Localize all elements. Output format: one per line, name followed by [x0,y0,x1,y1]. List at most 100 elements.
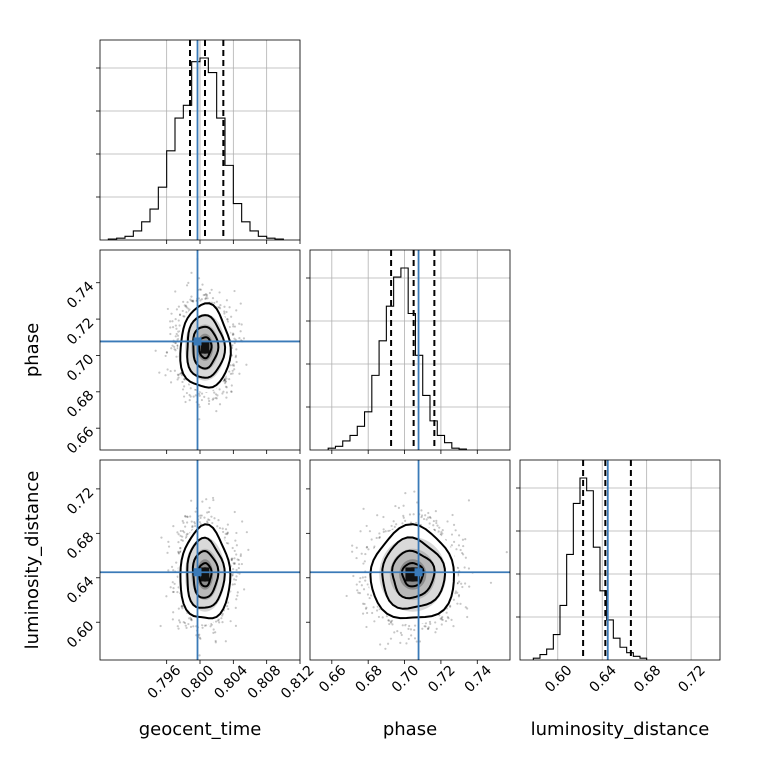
sample-point [205,295,208,298]
sample-point [397,506,401,509]
sample-point [185,533,188,536]
x-tick-label: 0.812 [278,662,318,702]
sample-point [215,300,218,303]
sample-point [226,531,229,534]
sample-point [409,628,413,631]
sample-point [245,363,248,366]
sample-point [452,598,456,601]
sample-point [199,516,202,519]
sample-point [234,338,237,341]
sample-point [410,634,413,637]
sample-point [178,621,182,624]
sample-point [225,391,229,394]
sample-point [232,325,235,328]
sample-point [377,615,381,619]
sample-point [198,394,201,397]
sample-point [358,592,362,595]
sample-point [446,616,449,619]
sample-point [212,631,215,634]
sample-point [184,400,187,404]
sample-point [402,514,405,517]
sample-point [218,526,222,530]
sample-point [175,561,178,564]
sample-point [365,606,368,609]
x-tick-label: 0.60 [542,662,575,695]
sample-point [167,540,170,543]
sample-point [409,521,413,524]
sample-point [444,619,448,623]
sample-point [235,360,238,364]
sample-point [218,403,222,406]
sample-point [203,624,207,627]
sample-point [378,532,381,535]
sample-point [214,393,218,396]
sample-point [456,582,459,585]
sample-point [226,318,229,321]
sample-point [175,332,178,336]
sample-point [432,524,435,527]
sample-point [238,337,241,340]
sample-point [454,529,457,532]
sample-point [164,354,167,358]
sample-point [193,522,197,525]
panel-frame [309,459,511,661]
sample-point [440,530,443,534]
density-core [200,567,210,582]
sample-point [192,625,195,628]
sample-point [423,625,426,628]
sample-point [401,624,404,627]
contour-level-1 [186,314,227,379]
truth-marker [193,337,202,346]
sample-point [441,529,444,532]
x-tick-label: 0.804 [211,662,251,702]
sample-point [171,344,174,347]
sample-point [174,290,177,293]
sample-point [210,515,213,518]
sample-point [402,516,405,519]
x-axis-label-luminosity_distance: luminosity_distance [531,719,710,740]
sample-point [199,299,202,302]
sample-point [402,504,405,507]
sample-point [436,524,439,527]
sample-point [234,606,237,609]
sample-point [233,562,236,565]
sample-point [235,309,238,312]
y-tick-labels-phase: 0.660.68 0.700.72 0.74 [64,278,97,457]
sample-point [210,623,213,626]
sample-point [204,624,208,627]
sample-point [378,536,381,539]
sample-point [165,351,168,354]
sample-point [461,538,465,541]
sample-point [434,510,437,513]
sample-point [207,397,210,400]
contour-level-2 [391,549,436,600]
sample-point [197,277,201,280]
sample-point [427,626,430,629]
sample-point [450,544,453,547]
sample-point [355,556,358,560]
sample-point [458,580,461,583]
sample-point [176,378,179,381]
sample-point [181,535,184,538]
sample-point [199,637,202,640]
sample-point [427,627,430,630]
sample-point [408,624,411,628]
y-tick-label: 0.72 [64,485,97,518]
sample-point [175,308,178,311]
sample-point [358,580,361,583]
sample-point [239,553,242,556]
sample-point [204,293,207,296]
sample-point [201,283,204,286]
sample-point [233,325,237,328]
sample-point [207,518,210,521]
contour-level-2 [191,549,220,599]
sample-point [364,552,367,556]
sample-point [190,271,193,274]
sample-point [217,518,220,522]
sample-point [428,515,432,519]
sample-point [452,625,455,628]
sample-point [190,295,193,298]
sample-point [172,611,175,614]
sample-point [198,654,201,657]
sample-point [229,372,233,375]
